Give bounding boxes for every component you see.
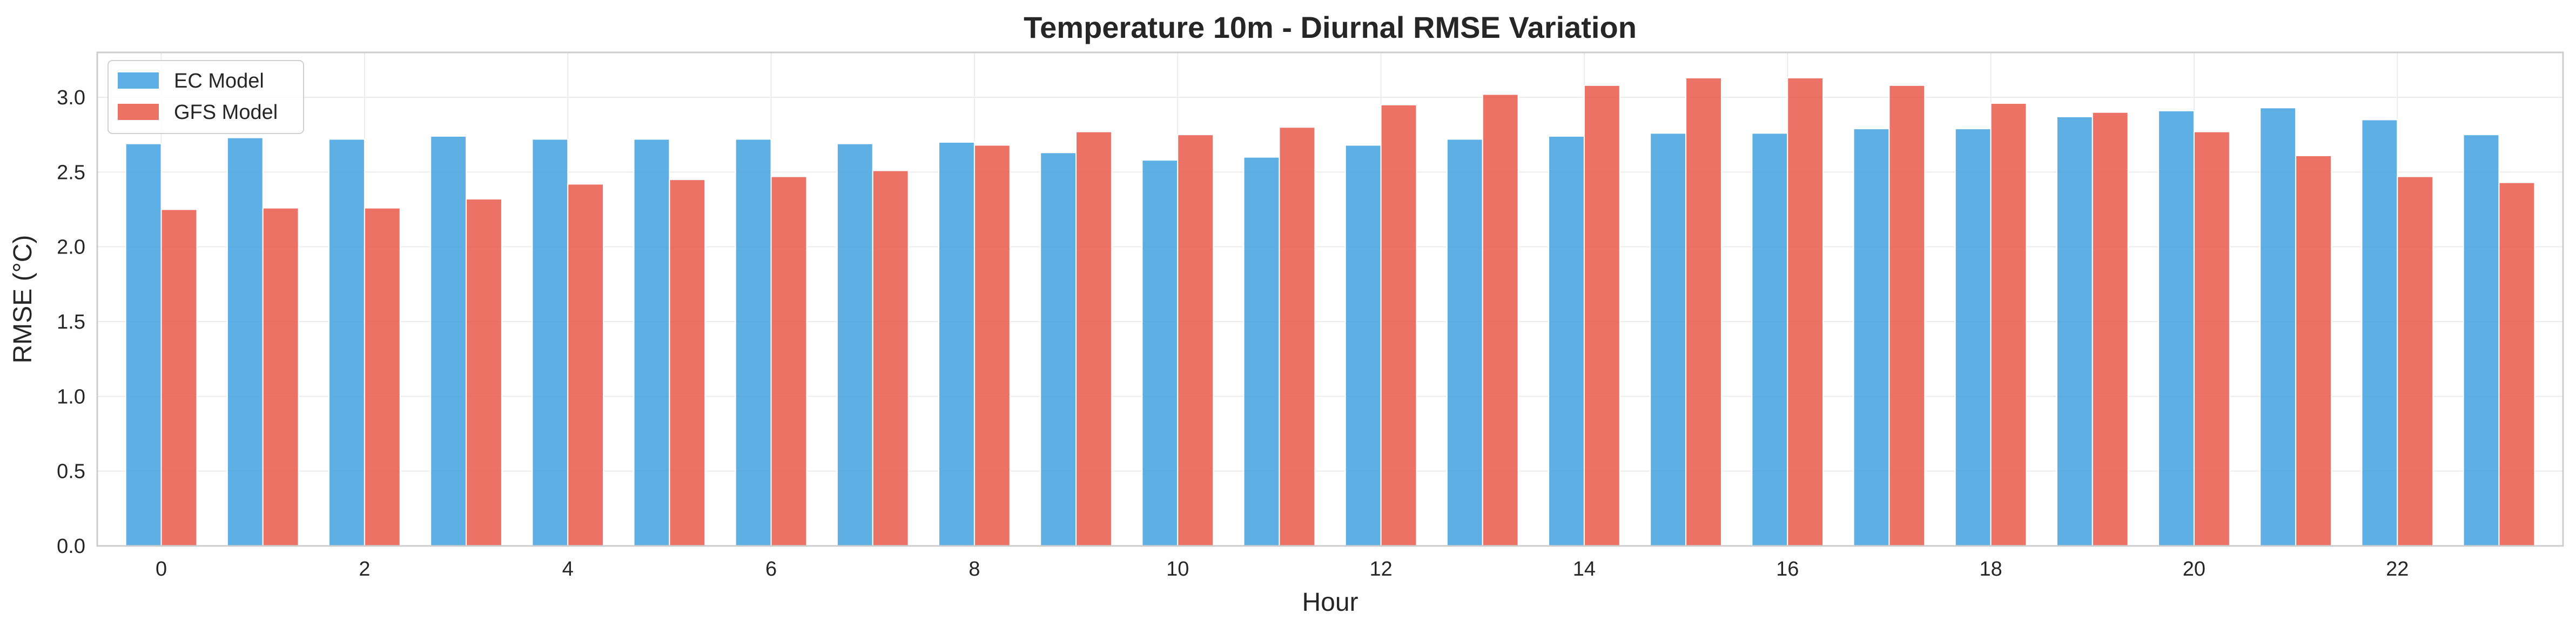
legend-label-gfs-model: GFS Model [174,101,278,124]
ticks-layer: 0.0 0.5 1.0 1.5 2.0 2.5 3.0 0 2 4 6 8 10 12 14 16 18 20 22 [57,86,2409,580]
x-tick-label: 2 [359,558,370,580]
bar-gfs-model-hour-3 [466,198,502,546]
bar-ec-model-hour-7 [836,143,873,546]
bar-gfs-model-hour-0 [160,209,198,546]
x-tick-label: 16 [1776,558,1799,580]
bar-gfs-model-hour-13 [1482,94,1519,546]
bar-gfs-model-hour-16 [1787,77,1824,547]
legend-swatch-ec-model [118,72,159,89]
x-tick-label: 8 [968,558,980,580]
x-tick-label: 14 [1573,558,1596,580]
bar-gfs-model-hour-18 [1990,103,2027,547]
bar-ec-model-hour-17 [1853,128,1890,547]
bar-ec-model-hour-9 [1040,152,1077,547]
bar-gfs-model-hour-8 [973,144,1011,546]
bar-ec-model-hour-15 [1650,132,1687,546]
legend-label-ec-model: EC Model [174,70,264,92]
bar-ec-model-hour-16 [1751,132,1788,546]
bar-gfs-model-hour-6 [770,176,808,546]
bar-ec-model-hour-21 [2259,107,2297,547]
bar-gfs-model-hour-23 [2498,182,2535,546]
x-tick-label: 20 [2183,558,2205,580]
bar-gfs-model-hour-7 [872,170,909,547]
plot-frame [96,51,2564,547]
legend: EC Model GFS Model [107,60,304,134]
bar-gfs-model-hour-17 [1888,84,1926,547]
y-tick-label: 3.0 [57,86,85,109]
bar-ec-model-hour-8 [938,142,975,546]
bar-gfs-model-hour-12 [1380,104,1417,547]
x-tick-label: 12 [1369,558,1392,580]
bar-gfs-model-hour-22 [2397,176,2434,546]
bar-ec-model-hour-12 [1344,144,1382,546]
bar-gfs-model-hour-9 [1075,131,1112,546]
bar-ec-model-hour-1 [226,137,264,546]
bar-ec-model-hour-19 [2056,116,2093,546]
bar-ec-model-hour-10 [1141,159,1179,546]
legend-swatch-gfs-model [118,104,159,120]
bar-gfs-model-hour-11 [1279,126,1316,547]
bar-gfs-model-hour-21 [2295,155,2332,546]
bar-ec-model-hour-14 [1548,135,1585,546]
chart-title: Temperature 10m - Diurnal RMSE Variation [1024,10,1637,44]
y-tick-label: 1.0 [57,385,85,408]
bar-gfs-model-hour-1 [262,207,299,546]
x-tick-label: 18 [1979,558,2002,580]
y-tick-label: 1.5 [57,311,85,333]
x-tick-label: 22 [2386,558,2409,580]
bar-gfs-model-hour-14 [1583,84,1620,547]
bar-ec-model-hour-22 [2361,119,2398,546]
x-tick-label: 10 [1166,558,1189,580]
bar-ec-model-hour-6 [735,138,772,546]
x-tick-label: 0 [156,558,167,580]
bar-gfs-model-hour-20 [2193,131,2230,546]
x-tick-label: 4 [562,558,574,580]
y-tick-label: 2.0 [57,236,85,259]
bar-ec-model-hour-5 [633,138,670,546]
bar-gfs-model-hour-2 [364,207,401,546]
bar-ec-model-hour-11 [1243,156,1280,546]
bar-ec-model-hour-2 [328,138,365,546]
x-axis-label: Hour [1302,588,1358,617]
bar-ec-model-hour-23 [2463,134,2500,546]
bar-ec-model-hour-3 [430,135,467,546]
y-tick-label: 0.5 [57,461,85,483]
bar-gfs-model-hour-10 [1177,134,1214,546]
bar-ec-model-hour-13 [1446,138,1483,546]
bar-gfs-model-hour-19 [2091,111,2129,546]
y-tick-label: 0.0 [57,535,85,558]
y-axis-label: RMSE (°C) [9,235,37,364]
bar-gfs-model-hour-4 [567,183,604,546]
bar-ec-model-hour-18 [1954,128,1992,547]
bar-gfs-model-hour-5 [669,179,706,546]
y-tick-label: 2.5 [57,161,85,184]
bar-gfs-model-hour-15 [1685,77,1722,547]
bar-ec-model-hour-0 [125,143,162,546]
bar-ec-model-hour-20 [2158,110,2195,546]
x-tick-label: 6 [765,558,777,580]
bar-ec-model-hour-4 [532,138,569,546]
